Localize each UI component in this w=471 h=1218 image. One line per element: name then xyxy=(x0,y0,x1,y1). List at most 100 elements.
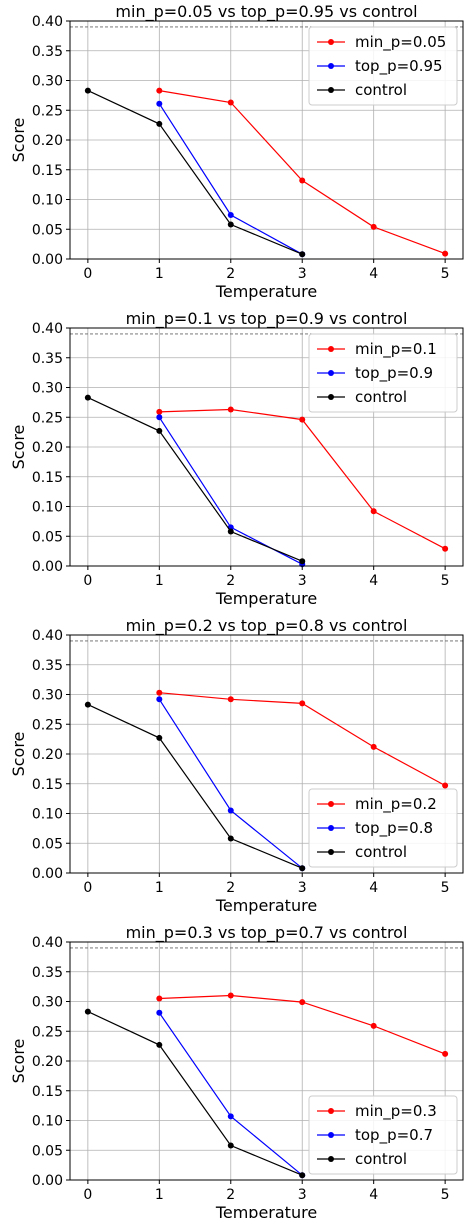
y-tick-label: 0.40 xyxy=(32,628,63,644)
x-tick-label: 3 xyxy=(298,880,307,896)
x-tick-label: 4 xyxy=(369,1187,378,1203)
data-point xyxy=(442,250,449,257)
data-point xyxy=(156,427,163,434)
legend-swatch-marker xyxy=(328,825,334,831)
data-point xyxy=(299,558,306,565)
x-tick-label: 5 xyxy=(441,573,450,589)
x-tick-label: 0 xyxy=(83,1187,92,1203)
x-tick-label: 3 xyxy=(298,266,307,282)
y-tick-label: 0.20 xyxy=(32,1054,63,1070)
data-point xyxy=(299,865,306,872)
y-tick-label: 0.20 xyxy=(32,133,63,149)
series-line xyxy=(87,1011,303,1176)
legend-label: control xyxy=(355,388,407,406)
y-axis-label: Score xyxy=(9,425,28,470)
data-point xyxy=(156,734,163,741)
x-tick-label: 0 xyxy=(83,573,92,589)
y-tick-label: 0.25 xyxy=(32,410,63,426)
data-point xyxy=(156,120,163,127)
chart-title: min_p=0.2 vs top_p=0.8 vs control xyxy=(126,616,408,636)
chart-title: min_p=0.3 vs top_p=0.7 vs control xyxy=(126,923,408,943)
data-point xyxy=(299,416,306,423)
x-tick-label: 1 xyxy=(155,880,164,896)
y-tick-label: 0.05 xyxy=(32,529,63,545)
legend-box xyxy=(308,788,458,868)
data-point xyxy=(156,696,163,703)
legend-label: control xyxy=(355,1150,407,1168)
y-tick-label: 0.30 xyxy=(32,688,63,704)
data-point xyxy=(299,177,306,184)
data-point xyxy=(299,700,306,707)
data-point xyxy=(227,1113,234,1120)
y-tick-label: 0.00 xyxy=(32,252,63,268)
y-tick-label: 0.20 xyxy=(32,440,63,456)
x-tick-label: 4 xyxy=(369,573,378,589)
data-point xyxy=(299,999,306,1006)
x-tick-label: 5 xyxy=(441,1187,450,1203)
y-tick-label: 0.15 xyxy=(32,163,63,179)
y-tick-label: 0.40 xyxy=(32,14,63,30)
data-point xyxy=(227,992,234,999)
legend-label: control xyxy=(355,81,407,99)
data-point xyxy=(156,1009,163,1016)
x-tick-label: 1 xyxy=(155,573,164,589)
legend-swatch-marker xyxy=(328,1156,334,1162)
y-tick-label: 0.25 xyxy=(32,717,63,733)
data-point xyxy=(156,100,163,107)
data-point xyxy=(227,528,234,535)
legend-swatch-marker xyxy=(328,63,334,69)
x-tick-label: 4 xyxy=(369,266,378,282)
chart-panel: 0 1 2 3 4 5 0.00 0.05 0.10 0.15 0.20 0.25 0.30 0.35 0.… xyxy=(9,616,464,915)
y-tick-label: 0.35 xyxy=(32,351,63,367)
y-tick-label: 0.25 xyxy=(32,1024,63,1040)
legend-swatch-marker xyxy=(328,370,334,376)
legend-box xyxy=(308,333,458,413)
data-point xyxy=(227,406,234,413)
data-point xyxy=(299,251,306,258)
legend-label: top_p=0.8 xyxy=(355,819,433,838)
data-point xyxy=(84,1008,91,1015)
data-point xyxy=(84,87,91,94)
legend-box xyxy=(308,26,458,106)
y-axis-label: Score xyxy=(9,1039,28,1084)
data-point xyxy=(227,221,234,228)
y-tick-label: 0.20 xyxy=(32,747,63,763)
chart-panel: 0 1 2 3 4 5 0.00 0.05 0.10 0.15 0.20 0.25 0.30 0.35 0.… xyxy=(9,2,464,301)
y-tick-label: 0.35 xyxy=(32,658,63,674)
x-tick-label: 2 xyxy=(226,573,235,589)
y-tick-label: 0.00 xyxy=(32,559,63,575)
x-tick-label: 1 xyxy=(155,266,164,282)
legend-swatch-marker xyxy=(328,346,334,352)
y-tick-label: 0.05 xyxy=(32,222,63,238)
y-tick-label: 0.10 xyxy=(32,1114,63,1130)
x-tick-label: 3 xyxy=(298,1187,307,1203)
y-tick-label: 0.00 xyxy=(32,866,63,882)
chart-panel: 0 1 2 3 4 5 0.00 0.05 0.10 0.15 0.20 0.25 0.30 0.35 0.… xyxy=(9,923,464,1218)
data-point xyxy=(370,1022,377,1029)
data-point xyxy=(156,87,163,94)
x-tick-label: 5 xyxy=(441,266,450,282)
legend-label: top_p=0.9 xyxy=(355,364,433,383)
series-line xyxy=(87,90,303,255)
y-axis-label: Score xyxy=(9,118,28,163)
y-tick-label: 0.30 xyxy=(32,74,63,90)
x-axis-label: Temperature xyxy=(215,282,317,301)
y-tick-label: 0.40 xyxy=(32,321,63,337)
legend-label: control xyxy=(355,843,407,861)
legend-box xyxy=(308,1095,458,1175)
x-tick-label: 3 xyxy=(298,573,307,589)
legend-swatch-marker xyxy=(328,1108,334,1114)
chart-panel: 0 1 2 3 4 5 0.00 0.05 0.10 0.15 0.20 0.25 0.30 0.35 0.… xyxy=(9,309,464,608)
data-point xyxy=(156,408,163,415)
data-point xyxy=(156,689,163,696)
series-line xyxy=(87,704,303,869)
legend-swatch-marker xyxy=(328,39,334,45)
data-point xyxy=(442,782,449,789)
x-tick-label: 2 xyxy=(226,266,235,282)
data-point xyxy=(227,696,234,703)
legend-label: top_p=0.7 xyxy=(355,1126,433,1145)
y-tick-label: 0.15 xyxy=(32,470,63,486)
data-point xyxy=(370,508,377,515)
